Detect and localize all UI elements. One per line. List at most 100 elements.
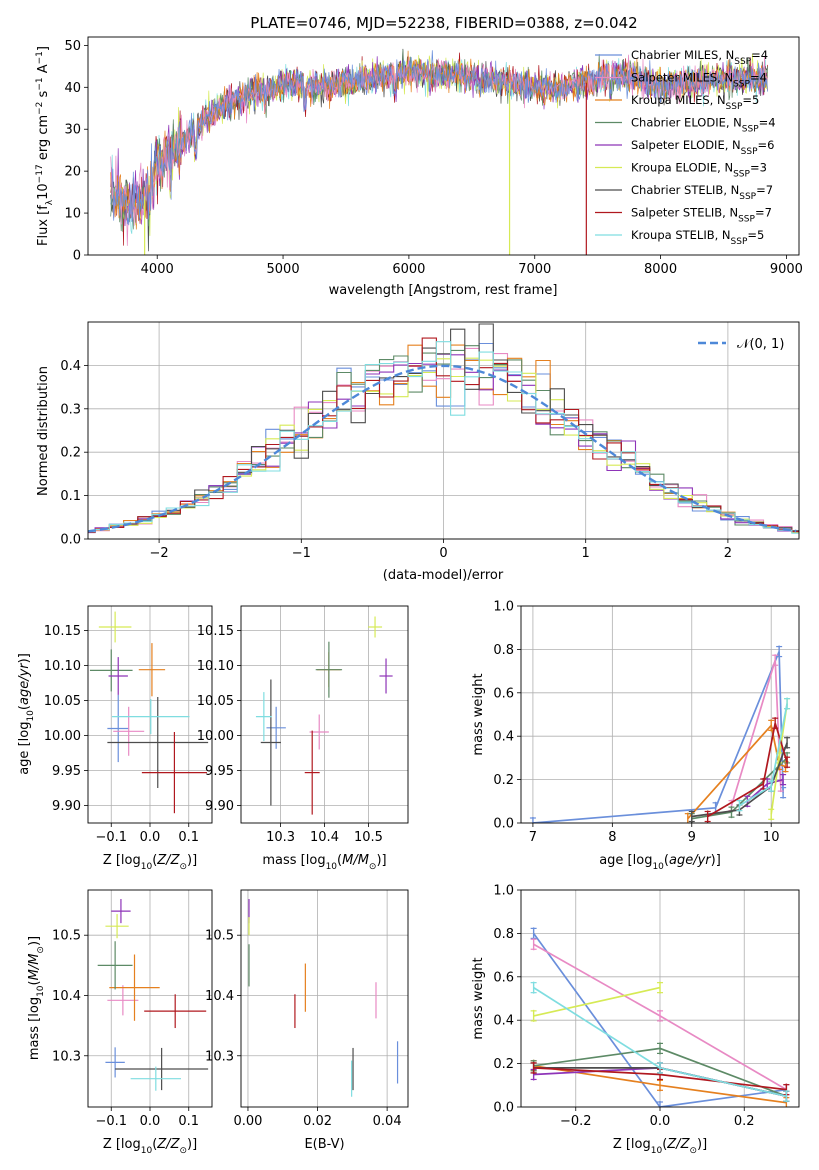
label-part: Z/Z	[666, 1137, 690, 1152]
x-axis-label: Z [log10(Z/Z⊙)]	[103, 1137, 197, 1156]
x-tick-label: 0.1	[178, 1114, 199, 1129]
y-axis-label: age [log10(age/yr)]	[17, 653, 36, 775]
y-axis-label: mass weight	[471, 957, 486, 1039]
label-part: M/M	[342, 853, 369, 868]
y-tick-label: 10.00	[44, 729, 81, 744]
y-tick-label: 9.90	[205, 799, 234, 814]
massweight-line	[532, 651, 784, 823]
label-part: (	[27, 980, 42, 985]
label-part: )]	[376, 853, 386, 868]
label-part: =3	[750, 161, 767, 175]
label-part: )]	[711, 853, 721, 868]
label-part: Salpeter MILES, N	[631, 71, 733, 85]
label-part: −2	[35, 102, 45, 115]
spectrum-frame	[87, 36, 800, 256]
histogram-series	[88, 347, 799, 532]
label-part: SSP	[726, 102, 743, 112]
x-tick-label: 0.0	[140, 1114, 161, 1129]
label-part: (	[337, 853, 342, 868]
mass_vs_Z-axes: −0.1 0.0 0.1 10.3 10.4 10.5	[52, 890, 212, 1129]
label-part: Chabrier ELODIE, N	[631, 116, 742, 130]
y-tick-label: 10.10	[197, 659, 234, 674]
spectrum-line	[110, 53, 768, 236]
x-tick-label: 6000	[392, 262, 425, 277]
massweight-line	[532, 932, 787, 1107]
label-part: Kroupa STELIB, N	[631, 228, 731, 242]
x-tick-label: 9000	[770, 262, 803, 277]
label-part: SSP	[739, 192, 756, 202]
y-tick-label: 10.3	[52, 1049, 81, 1064]
age_vs_mass-axes: 10.3 10.4 10.5 9.90 9.95 10.00 10.05 10.10 10.15	[197, 606, 408, 845]
label-part: Z [log	[103, 1137, 141, 1152]
label-part: SSP	[734, 57, 751, 67]
label-part: M/M	[27, 954, 42, 981]
label-part: 10	[652, 862, 664, 872]
label-part: Kroupa ELODIE, N	[631, 161, 733, 175]
y-tick-label: 10.5	[205, 929, 234, 944]
label-part: age [log	[599, 853, 652, 868]
y-tick-label: 50	[64, 39, 81, 54]
y-tick-label: 0.4	[493, 730, 514, 745]
label-part: A	[36, 64, 51, 77]
label-part: )]	[17, 653, 32, 663]
label-part: =4	[759, 116, 776, 130]
y-tick-label: 0	[73, 249, 81, 264]
massweight_vs_Z-plot	[530, 927, 790, 1107]
x-axis-label: age [log10(age/yr)]	[599, 853, 721, 872]
x-axis-label: wavelength [Angstrom, rest frame]	[329, 283, 558, 298]
label-part: )]	[27, 936, 42, 946]
mass_vs_ebv-axes: 0.00 0.02 0.04 10.3 10.4 10.5	[205, 890, 408, 1129]
label-part: 10	[141, 1146, 153, 1156]
x-tick-label: 8000	[644, 262, 677, 277]
y-tick-label: 10.4	[205, 989, 234, 1004]
label-part: −17	[35, 164, 45, 183]
label-part: Flux [f	[36, 205, 51, 246]
y-tick-label: 10.10	[44, 659, 81, 674]
label-part: 10	[26, 710, 36, 722]
x-tick-label: 7000	[518, 262, 551, 277]
legend-label: 𝒩(0, 1)	[737, 337, 784, 352]
label-part: SSP	[738, 215, 755, 225]
y-tick-label: 10.05	[44, 694, 81, 709]
label-part: (	[152, 853, 157, 868]
label-part: ⊙	[369, 862, 377, 872]
x-tick-label: −0.1	[95, 830, 127, 845]
x-tick-label: 10.4	[310, 830, 339, 845]
y-tick-label: 40	[64, 81, 81, 96]
y-axis-label: mass weight	[471, 673, 486, 755]
y-tick-label: 0.8	[493, 927, 514, 942]
label-part: ⊙	[179, 1146, 187, 1156]
label-part: SSP	[742, 125, 759, 135]
x-axis-label: (data-model)/error	[383, 568, 504, 583]
y-tick-label: 9.90	[52, 799, 81, 814]
x-tick-label: 7	[529, 830, 537, 845]
y-tick-label: 10.5	[52, 929, 81, 944]
label-part: =5	[747, 228, 764, 242]
y-tick-label: 10.05	[197, 694, 234, 709]
label-part: Z/Z	[156, 853, 180, 868]
x-axis-label: Z [log10(Z/Z⊙)]	[103, 853, 197, 872]
x-tick-label: 10.5	[354, 830, 383, 845]
label-part: mass [log	[262, 853, 325, 868]
x-tick-label: 5000	[267, 262, 300, 277]
y-axis-label: mass [log10(M/M⊙)]	[27, 936, 46, 1060]
y-tick-label: 0.4	[493, 1014, 514, 1029]
x-tick-label: 0	[439, 546, 447, 561]
spectrum-plot	[110, 48, 768, 255]
label-part: )]	[697, 1137, 707, 1152]
mass_vs_Z-frame	[87, 889, 213, 1108]
y-tick-label: 0.2	[493, 1057, 514, 1072]
chart-title: PLATE=0746, MJD=52238, FIBERID=0388, z=0…	[250, 14, 637, 32]
label-part: Z/Z	[156, 1137, 180, 1152]
y-tick-label: 10.15	[197, 624, 234, 639]
label-part: Salpeter STELIB, N	[631, 206, 738, 220]
y-tick-label: 0.1	[60, 489, 81, 504]
age_vs_mass-frame	[240, 605, 409, 824]
histogram-series	[88, 357, 799, 533]
legend-label: Kroupa MILES, NSSP=5	[631, 93, 759, 112]
y-tick-label: 0.0	[60, 533, 81, 548]
label-part: =4	[751, 48, 768, 62]
normal-curve	[88, 364, 797, 533]
label-part: −1	[35, 77, 45, 90]
